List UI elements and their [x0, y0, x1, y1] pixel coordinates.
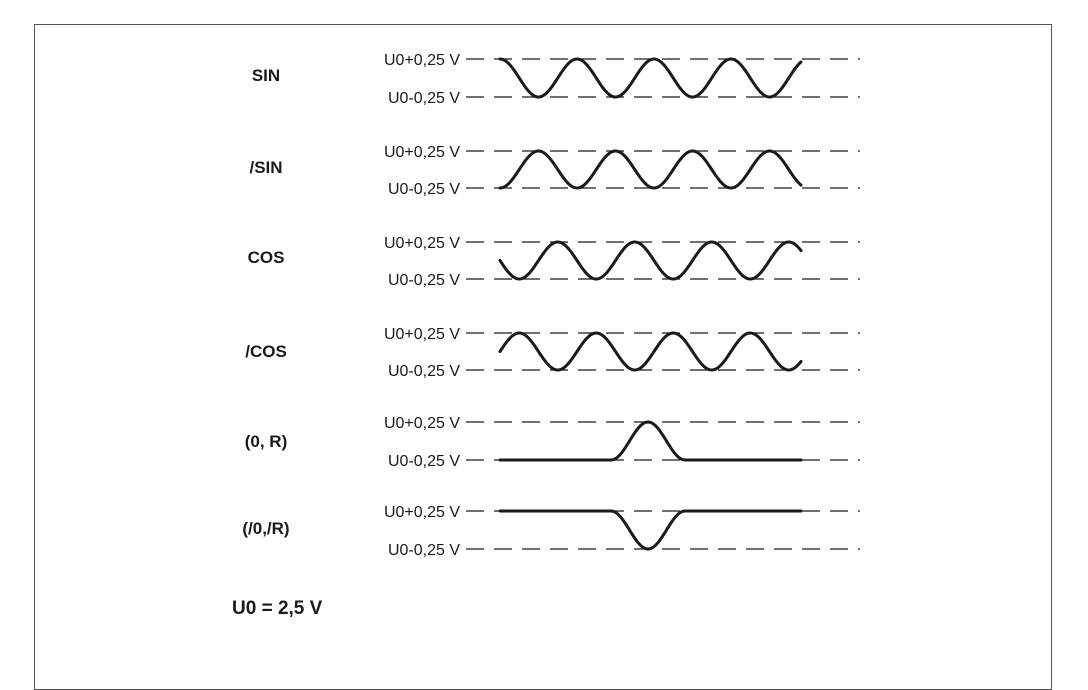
level-high-label: U0+0,25 V [384, 326, 460, 343]
level-low-label: U0-0,25 V [388, 363, 460, 380]
signal-row-zero-r: (0, R) U0+0,25 V U0-0,25 V [245, 415, 860, 470]
signal-label: COS [248, 248, 285, 267]
signal-label: (0, R) [245, 432, 288, 451]
signal-row-cos: COS U0+0,25 V U0-0,25 V [248, 235, 860, 289]
level-low-label: U0-0,25 V [388, 453, 460, 470]
sin-waveform [498, 57, 803, 99]
signal-label: /SIN [249, 158, 282, 177]
signal-label: (/0,/R) [242, 519, 289, 538]
level-high-label: U0+0,25 V [384, 144, 460, 161]
signal-label: SIN [252, 66, 280, 85]
level-low-label: U0-0,25 V [388, 181, 460, 198]
level-low-label: U0-0,25 V [388, 542, 460, 559]
nsin-waveform [498, 149, 803, 190]
signal-label: /COS [245, 342, 287, 361]
level-low-label: U0-0,25 V [388, 272, 460, 289]
level-high-label: U0+0,25 V [384, 415, 460, 432]
ncos-waveform [498, 331, 803, 372]
signal-row-nzero-nr: (/0,/R) U0+0,25 V U0-0,25 V [242, 504, 860, 559]
level-high-label: U0+0,25 V [384, 52, 460, 69]
level-high-label: U0+0,25 V [384, 504, 460, 521]
zero-r-waveform [498, 420, 803, 462]
nzero-nr-waveform [498, 509, 803, 551]
signal-row-ncos: /COS U0+0,25 V U0-0,25 V [245, 326, 860, 380]
level-high-label: U0+0,25 V [384, 235, 460, 252]
footnote-u0: U0 = 2,5 V [232, 598, 323, 619]
level-low-label: U0-0,25 V [388, 90, 460, 107]
signal-row-nsin: /SIN U0+0,25 V U0-0,25 V [249, 144, 860, 198]
cos-waveform [498, 240, 803, 281]
signal-row-sin: SIN U0+0,25 V U0-0,25 V [252, 52, 860, 107]
